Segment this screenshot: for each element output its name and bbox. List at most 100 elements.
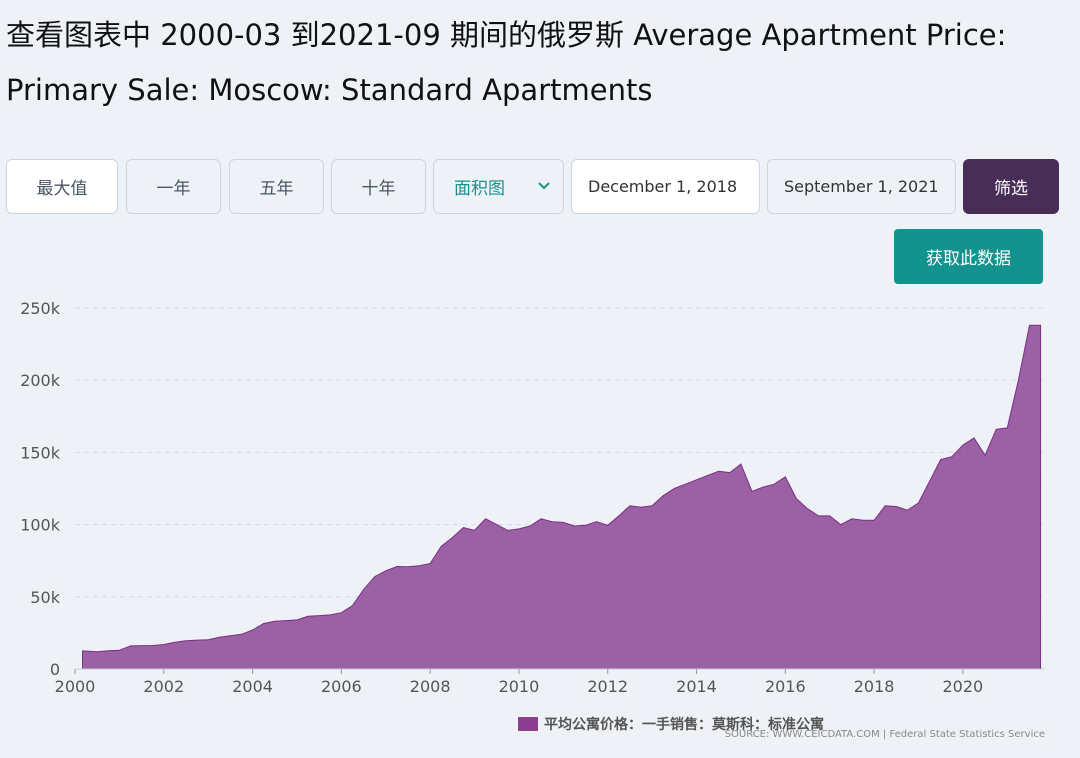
data-point — [1039, 324, 1041, 326]
data-point — [518, 528, 520, 530]
end-date-input[interactable]: September 1, 2021 — [767, 159, 956, 214]
legend-swatch — [518, 717, 538, 731]
x-tick-label: 2020 — [943, 677, 984, 696]
range-5y-button[interactable]: 五年 — [229, 159, 324, 214]
data-point — [307, 615, 309, 617]
data-point — [285, 619, 287, 621]
data-point — [385, 570, 387, 572]
data-point — [762, 486, 764, 488]
x-tick-label: 2010 — [499, 677, 540, 696]
data-point — [496, 523, 498, 525]
data-point — [584, 524, 586, 526]
data-point — [218, 636, 220, 638]
legend-label: 平均公寓价格：一手销售：莫斯科：标准公寓 — [544, 717, 824, 733]
data-point — [340, 612, 342, 614]
page-title: 查看图表中 2000-03 到2021-09 期间的俄罗斯 Average Ap… — [6, 18, 1007, 107]
data-point — [240, 633, 242, 635]
data-point — [418, 565, 420, 567]
x-tick-label: 2006 — [321, 677, 362, 696]
start-date-input[interactable]: December 1, 2018 — [571, 159, 760, 214]
data-point — [607, 524, 609, 526]
data-point — [917, 502, 919, 504]
data-point — [274, 620, 276, 622]
data-point — [507, 529, 509, 531]
data-point — [107, 650, 109, 652]
x-tick-label: 2012 — [587, 677, 628, 696]
data-point — [862, 519, 864, 521]
data-point — [873, 519, 875, 521]
data-point — [196, 639, 198, 641]
data-point — [1017, 379, 1019, 381]
data-point — [795, 497, 797, 499]
chart-type-value: 面积图 — [454, 179, 505, 199]
data-point — [451, 536, 453, 538]
data-point — [440, 545, 442, 547]
range-10y-button[interactable]: 十年 — [331, 159, 426, 214]
data-point — [484, 518, 486, 520]
data-point — [751, 490, 753, 492]
data-point — [673, 487, 675, 489]
data-point — [1006, 427, 1008, 429]
chevron-down-icon — [538, 182, 550, 190]
x-tick-label: 2014 — [676, 677, 717, 696]
data-point — [884, 505, 886, 507]
y-tick-label: 50k — [30, 588, 60, 607]
chart-type-select[interactable]: 面积图 — [433, 159, 564, 214]
x-tick-label: 2000 — [55, 677, 96, 696]
data-point — [429, 562, 431, 564]
data-point — [118, 649, 120, 651]
data-point — [129, 645, 131, 647]
data-point — [573, 525, 575, 527]
filter-button[interactable]: 筛选 — [963, 159, 1059, 214]
data-point — [329, 614, 331, 616]
data-point — [595, 521, 597, 523]
data-point — [229, 635, 231, 637]
data-point — [473, 529, 475, 531]
range-1y-button[interactable]: 一年 — [126, 159, 221, 214]
data-point — [928, 480, 930, 482]
x-tick-label: 2004 — [232, 677, 273, 696]
data-point — [351, 604, 353, 606]
data-point — [895, 505, 897, 507]
data-point — [462, 526, 464, 528]
area-chart: 0 50k 100k 150k 200k 250k 2000 2002 2004 2006 2008… — [20, 299, 1045, 696]
data-point — [840, 523, 842, 525]
y-tick-label: 150k — [20, 443, 61, 462]
data-point — [829, 515, 831, 517]
data-point — [906, 509, 908, 511]
data-point — [784, 476, 786, 478]
data-point — [706, 474, 708, 476]
data-point — [629, 505, 631, 507]
data-point — [263, 622, 265, 624]
data-point — [174, 641, 176, 643]
data-point — [962, 444, 964, 446]
range-max-button[interactable]: 最大值 — [6, 159, 118, 214]
data-point — [81, 650, 83, 652]
data-point — [96, 651, 98, 653]
data-point — [374, 575, 376, 577]
data-point — [729, 471, 731, 473]
chart-legend: 平均公寓价格：一手销售：莫斯科：标准公寓 — [518, 714, 824, 734]
data-point — [695, 479, 697, 481]
data-point — [318, 614, 320, 616]
data-point — [718, 470, 720, 472]
data-point — [817, 515, 819, 517]
data-point — [995, 428, 997, 430]
x-tick-label: 2016 — [765, 677, 806, 696]
data-point — [551, 521, 553, 523]
data-point — [618, 515, 620, 517]
data-point — [662, 495, 664, 497]
y-tick-label: 0 — [50, 660, 60, 679]
data-point — [773, 483, 775, 485]
area-series — [81, 324, 1042, 670]
data-point — [984, 454, 986, 456]
data-point — [540, 518, 542, 520]
data-point — [951, 456, 953, 458]
data-point — [562, 521, 564, 523]
data-point — [684, 483, 686, 485]
y-tick-label: 250k — [20, 299, 61, 318]
get-data-button[interactable]: 获取此数据 — [894, 229, 1043, 284]
data-point — [740, 463, 742, 465]
data-point — [296, 619, 298, 621]
data-point — [651, 505, 653, 507]
